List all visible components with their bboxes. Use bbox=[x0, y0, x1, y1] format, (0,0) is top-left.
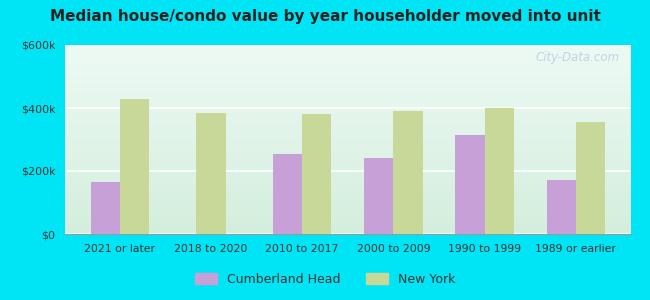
Bar bbox=[90, 182, 120, 234]
Bar bbox=[364, 158, 393, 234]
Bar bbox=[456, 135, 484, 234]
Bar bbox=[576, 122, 605, 234]
Bar bbox=[393, 111, 422, 234]
Bar bbox=[302, 114, 332, 234]
Bar bbox=[547, 181, 576, 234]
Text: Median house/condo value by year householder moved into unit: Median house/condo value by year househo… bbox=[49, 9, 601, 24]
Bar bbox=[484, 108, 514, 234]
Text: City-Data.com: City-Data.com bbox=[535, 51, 619, 64]
Bar bbox=[196, 113, 226, 234]
Bar bbox=[273, 154, 302, 234]
Legend: Cumberland Head, New York: Cumberland Head, New York bbox=[190, 268, 460, 291]
Bar bbox=[120, 98, 149, 234]
